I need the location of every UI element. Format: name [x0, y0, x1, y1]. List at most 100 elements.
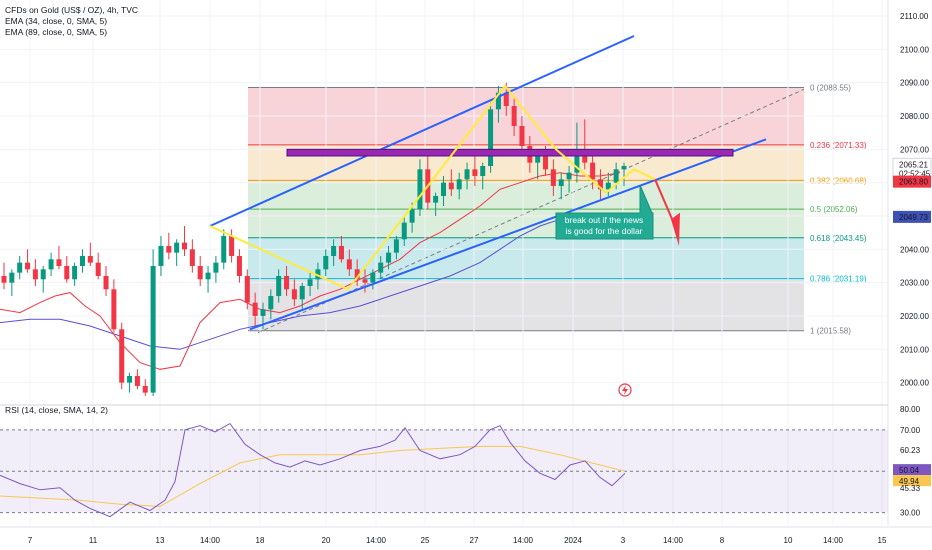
rsi-ma-label: 49.94 [899, 477, 920, 486]
fib-zone [248, 180, 804, 210]
candle-body [597, 179, 603, 190]
ema34-legend: EMA (34, close, 0, SMA, 5) [5, 16, 107, 26]
candle-body [558, 179, 564, 186]
candle-body [362, 279, 368, 283]
rsi-lower-label: 45.33 [900, 484, 921, 493]
candle-body [166, 245, 172, 253]
candle-body [378, 262, 384, 273]
price-tick-label: 2010.00 [900, 345, 929, 354]
channel-upper-line [209, 35, 635, 227]
rsi-upper-label: 60.23 [900, 446, 921, 455]
ema34-line [0, 172, 621, 370]
time-tick-label: 7 [28, 536, 33, 545]
price-tick-label: 2020.00 [900, 312, 929, 321]
rsi-tick-label: 70.00 [900, 426, 921, 435]
candle-body [456, 179, 462, 190]
candle-body [315, 269, 321, 280]
price-tick-label: 2070.00 [900, 145, 929, 154]
candle-body [142, 385, 148, 393]
candle-body [488, 109, 494, 166]
candle-body [331, 245, 337, 256]
time-tick-label: 14:00 [200, 536, 221, 545]
candle-body [535, 155, 541, 163]
candle-body [511, 105, 517, 126]
fib-level-label: 0.786 (2031.19) [810, 275, 867, 284]
candle-body [291, 289, 297, 300]
ema89-legend: EMA (89, close, 0, SMA, 5) [5, 27, 107, 37]
price-tick-label: 2080.00 [900, 112, 929, 121]
candle-body [401, 222, 407, 240]
candle-body [276, 275, 282, 296]
breakdown-arrow-line [654, 178, 676, 227]
annotation-line1: break out if the news [565, 215, 643, 225]
candle-body [48, 259, 54, 270]
candle-body [174, 242, 180, 253]
candle-body [440, 182, 446, 196]
time-tick-label: 25 [421, 536, 430, 545]
candle-body [284, 275, 290, 290]
annotation-callout: break out if the news is good for the do… [555, 184, 654, 240]
candle-body [56, 259, 62, 266]
candle-body [433, 195, 439, 203]
rsi-ma-bg [893, 475, 931, 487]
rsi-tick-label: 80.00 [900, 405, 921, 414]
candle-body [323, 255, 329, 270]
breakdown-arrow-head [671, 212, 680, 246]
candle-body [32, 269, 38, 280]
channel-lower-line [249, 138, 767, 331]
candle-body [221, 235, 227, 263]
time-tick-label: 10 [784, 536, 793, 545]
time-tick-label: 11 [89, 536, 98, 545]
price-tick-label: 2040.00 [900, 245, 929, 254]
time-tick-label: 14:00 [513, 536, 534, 545]
price-tick-label: 2030.00 [900, 279, 929, 288]
time-tick-label: 3 [621, 536, 626, 545]
candle-body [268, 295, 274, 310]
candle-body [64, 265, 70, 280]
candle-body [464, 169, 470, 180]
candle-body [236, 255, 242, 276]
candle-body [205, 272, 211, 280]
fib-zone [248, 278, 804, 331]
fibonacci-retracement: 0 (2088.55) 0.236 (2071.33) 0.382 (2060.68… [248, 83, 867, 336]
candle-body [386, 252, 392, 263]
price-axis: 2000.002010.002020.002030.002040.002050.… [887, 0, 932, 525]
candle-body [613, 169, 619, 183]
candle-body [393, 239, 399, 253]
candle-body [346, 259, 352, 270]
rsi-tick-label: 30.00 [900, 509, 921, 518]
candle-body [150, 265, 156, 393]
candle-body [87, 255, 93, 263]
rsi-ma-line [0, 445, 626, 507]
candle-body [338, 245, 344, 260]
ema89-price-label-bg [893, 210, 931, 223]
time-tick-label: 15 [878, 536, 887, 545]
grid [0, 0, 888, 525]
candle-body [95, 262, 101, 276]
time-tick-label: 14:00 [823, 536, 844, 545]
resistance-box [286, 148, 734, 157]
time-axis: 7 11 13 14:00 18 20 14:00 25 27 14:00 2024 3 14:00 8 1… [0, 526, 932, 545]
time-tick-label: 14:00 [366, 536, 387, 545]
time-tick-label: 14:00 [663, 536, 684, 545]
candle-body [495, 92, 501, 110]
time-tick-label: 20 [322, 536, 331, 545]
candle-body [25, 262, 31, 270]
rsi-line [0, 422, 626, 518]
price-tick-label: 2000.00 [900, 379, 929, 388]
candle-body [213, 262, 219, 273]
candle-body [503, 92, 509, 106]
fib-level-label: 1 (2015.58) [810, 327, 851, 336]
candle-body [480, 165, 486, 176]
candle-body [119, 329, 125, 383]
candle-body [1, 275, 7, 283]
last-price-label: 2065.21 [899, 160, 928, 169]
candle-body [197, 265, 203, 280]
candle-body [103, 275, 109, 290]
candle-body [472, 169, 478, 176]
fib-level-label: 0 (2088.55) [810, 83, 851, 92]
candle-body [519, 125, 525, 146]
moving-averages [0, 172, 621, 370]
time-tick-label: 27 [470, 536, 479, 545]
